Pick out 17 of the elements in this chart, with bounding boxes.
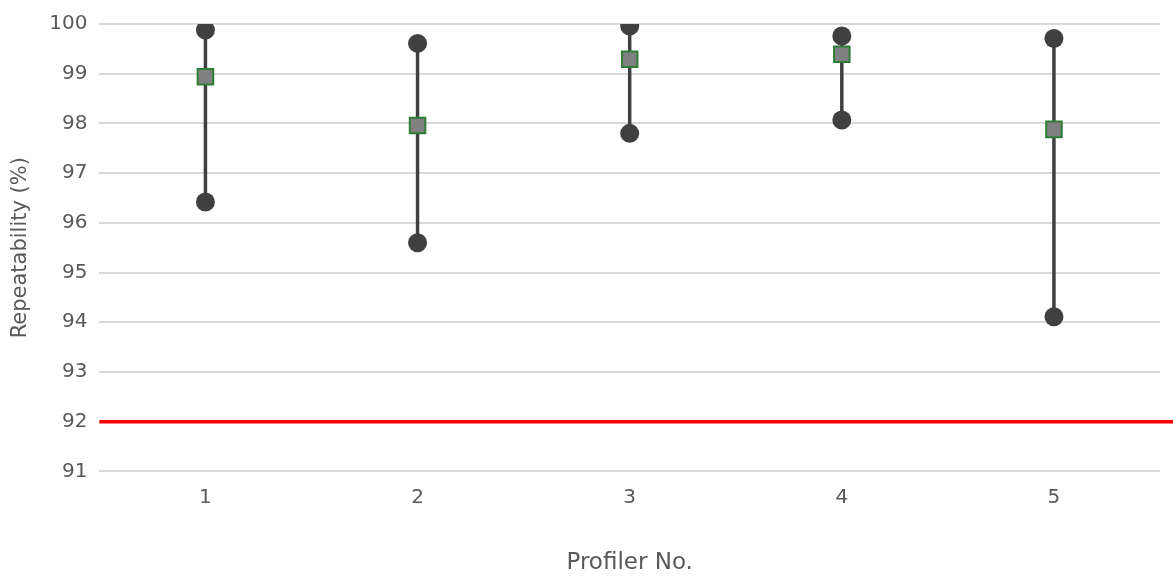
x-tick-label: 5 <box>1047 483 1061 508</box>
y-tick-label: 96 <box>61 209 88 234</box>
x-axis-title: Profiler No. <box>566 548 693 575</box>
y-tick-label: 92 <box>61 407 88 432</box>
y-tick-label: 94 <box>61 308 88 333</box>
y-tick-label: 97 <box>61 159 88 184</box>
y-tick-label: 91 <box>61 457 88 482</box>
x-tick-label: 4 <box>835 483 849 508</box>
y-tick-label: 99 <box>61 59 88 84</box>
y-tick-label: 98 <box>61 109 88 134</box>
x-tick-label: 1 <box>199 483 212 508</box>
x-tick-label: 3 <box>623 483 637 508</box>
y-tick-label: 100 <box>49 10 88 35</box>
y-axis-title: Repeatability (%) <box>7 157 32 339</box>
y-tick-label: 95 <box>61 258 88 283</box>
x-tick-label: 2 <box>411 483 424 508</box>
y-tick-label: 93 <box>61 358 88 383</box>
